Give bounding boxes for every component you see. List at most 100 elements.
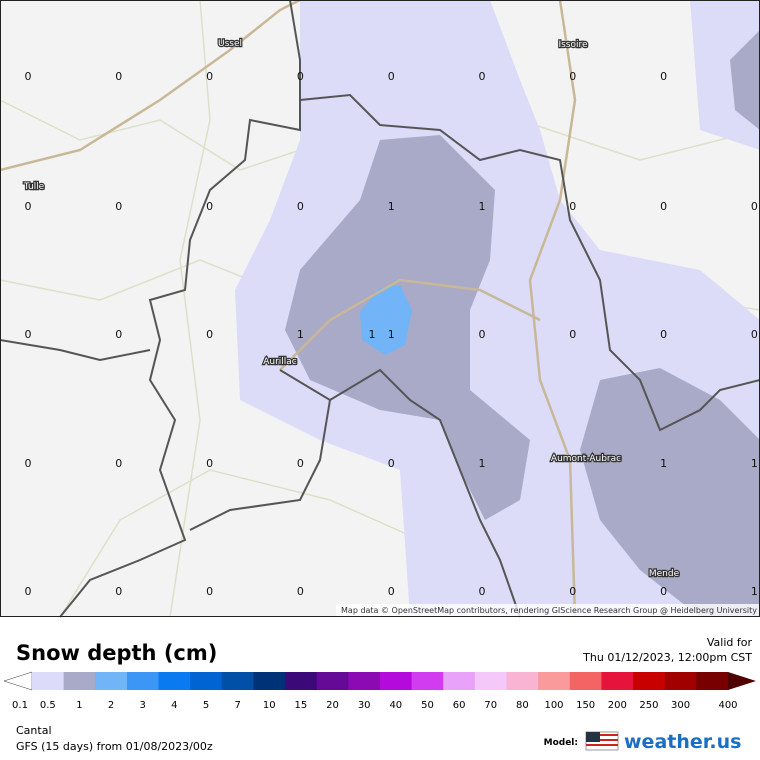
colorbar-cell [474, 672, 508, 690]
grid-value: 0 [660, 585, 667, 598]
grid-value: 0 [751, 328, 758, 341]
grid-value: 0 [115, 585, 122, 598]
colorbar-label: 7 [234, 700, 240, 711]
colorbar-label: 2 [108, 700, 114, 711]
colorbar-cell [63, 672, 96, 690]
colorbar-arrow-high [728, 672, 756, 690]
grid-value: 0 [388, 70, 395, 83]
colorbar-cell [633, 672, 666, 690]
colorbar-cell [348, 672, 381, 690]
colorbar-cell [158, 672, 191, 690]
colorbar-label: 30 [358, 700, 371, 711]
grid-value: 0 [25, 200, 32, 213]
colorbar-cell [253, 672, 286, 690]
grid-value: 0 [388, 457, 395, 470]
colorbar-label: 0.5 [40, 700, 56, 711]
grid-value: 0 [388, 585, 395, 598]
colorbar-label: 0.1 [12, 700, 28, 711]
attribution: Map data © OpenStreetMap contributors, r… [341, 606, 757, 615]
colorbar-cell [664, 672, 697, 690]
grid-value: 0 [479, 328, 486, 341]
grid-value: 0 [660, 328, 667, 341]
flag [585, 731, 619, 751]
valid-time: Thu 01/12/2023, 12:00pm CST [582, 651, 752, 664]
grid-value: 1 [388, 328, 395, 341]
grid-value: 0 [206, 457, 213, 470]
colorbar-cell [411, 672, 444, 690]
city-label: Tulle [23, 182, 45, 192]
colorbar-cell [95, 672, 128, 690]
city-label: Issoire [558, 40, 588, 50]
grid-value: 1 [479, 200, 486, 213]
colorbar-cell [380, 672, 413, 690]
colorbar-cell [601, 672, 634, 690]
colorbar-label: 400 [718, 700, 737, 711]
colorbar-label: 80 [516, 700, 529, 711]
grid-value: 1 [297, 328, 304, 341]
colorbar-label: 3 [140, 700, 146, 711]
snow-1 [580, 368, 760, 617]
brand: weather.us [624, 731, 741, 753]
colorbar-cell [316, 672, 349, 690]
colorbar-cell [126, 672, 160, 690]
grid-value: 0 [115, 200, 122, 213]
colorbar-label: 20 [326, 700, 339, 711]
colorbar-cell [506, 672, 539, 690]
cities: Ussel Issoire Tulle Aurillac Aumont-Aubr… [22, 38, 681, 581]
city-label: Ussel [218, 39, 242, 49]
snow-1 [730, 30, 760, 130]
colorbar-label: 100 [544, 700, 563, 711]
colorbar-label: 5 [203, 700, 209, 711]
colorbar-label: 15 [295, 700, 308, 711]
grid-value: 0 [206, 200, 213, 213]
grid-value: 0 [569, 585, 576, 598]
colorbar-label: 50 [421, 700, 434, 711]
colorbar-label: 250 [639, 700, 658, 711]
colorbar-label: 60 [453, 700, 466, 711]
grid-value: 0 [297, 457, 304, 470]
colorbar-cell [443, 672, 476, 690]
grid-value: 1 [660, 457, 667, 470]
colorbar-label: 10 [263, 700, 276, 711]
legend-title: Snow depth (cm) [16, 641, 217, 665]
grid-value: 0 [479, 585, 486, 598]
city-label: Mende [649, 569, 680, 579]
grid-value: 0 [297, 200, 304, 213]
grid-value: 1 [751, 457, 758, 470]
grid-value: 0 [25, 70, 32, 83]
colorbar-cell [285, 672, 318, 690]
city-label: Aumont-Aubrac [551, 454, 621, 464]
grid-value: 1 [751, 585, 758, 598]
grid-value: 0 [297, 70, 304, 83]
snow-peak [360, 285, 412, 355]
main-roads [0, 0, 577, 618]
grid-value: 1 [479, 457, 486, 470]
colorbar-label: 40 [389, 700, 402, 711]
colorbar-cell [190, 672, 223, 690]
colorbar-label: 1 [76, 700, 82, 711]
grid-value: 0 [660, 200, 667, 213]
colorbar-cell [221, 672, 254, 690]
grid-value: 0 [115, 328, 122, 341]
attribution-bg [336, 604, 760, 616]
grid-value: 0 [751, 200, 758, 213]
city-label: Aurillac [263, 357, 297, 367]
colorbar-cell [538, 672, 571, 690]
borders [0, 0, 760, 618]
grid-value: 0 [25, 328, 32, 341]
colorbar-label: 150 [576, 700, 595, 711]
grid-value: 0 [115, 70, 122, 83]
colorbar-label: 4 [171, 700, 177, 711]
valid-label: Valid for [707, 636, 753, 649]
colorbar-cell [696, 672, 729, 690]
colorbar-cell [569, 672, 602, 690]
colorbar-label: 300 [671, 700, 690, 711]
grid-value: 0 [660, 70, 667, 83]
grid-value: 0 [206, 70, 213, 83]
colorbar-arrow-low [3, 671, 33, 691]
grid-value: 0 [115, 457, 122, 470]
model-run: GFS (15 days) from 01/08/2023/00z [16, 740, 213, 753]
grid-value: 0 [569, 328, 576, 341]
colorbar-cell [32, 672, 65, 690]
peak-label: 1 [369, 328, 376, 341]
